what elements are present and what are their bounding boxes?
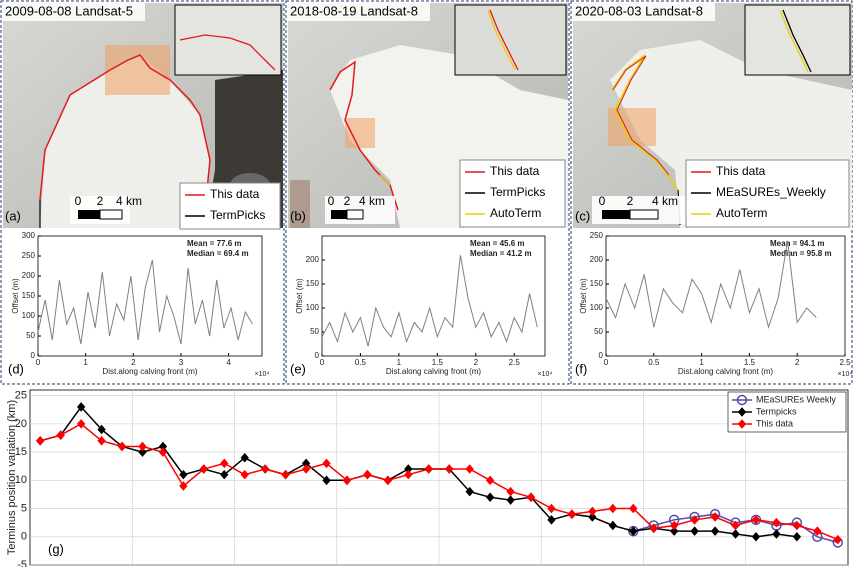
- y-tick-label: 5: [21, 502, 27, 514]
- legend-label: TermPicks: [490, 185, 545, 199]
- x-tick-label: 1.5: [432, 358, 444, 367]
- y-tick-label: 150: [306, 279, 320, 288]
- y-tick-label: 250: [590, 231, 604, 240]
- y-tick-label: 25: [15, 390, 27, 402]
- scale-label: 0: [75, 194, 82, 208]
- scale-label: 4 km: [116, 194, 142, 208]
- x-tick-label: 2: [131, 358, 136, 367]
- scale-label: 4 km: [652, 194, 678, 208]
- x-tick-label: 1: [699, 358, 704, 367]
- legend-label: Termpicks: [756, 406, 797, 416]
- legend-label: This data: [716, 164, 766, 178]
- y-tick-label: 100: [590, 303, 604, 312]
- scale-label: 0: [328, 194, 335, 208]
- x-tick-label: 2.5: [509, 358, 521, 367]
- y-axis-label: Offset (m): [579, 278, 588, 314]
- x-tick-label: 0: [320, 358, 325, 367]
- panel-label: (f): [575, 361, 587, 376]
- x-tick-label: 1: [397, 358, 402, 367]
- scale-label: 0: [599, 194, 606, 208]
- scale-label: 2: [627, 194, 634, 208]
- y-tick-label: -5: [17, 559, 27, 567]
- y-tick-label: 0: [21, 531, 27, 543]
- legend-label: AutoTerm: [490, 206, 541, 220]
- figure: 2009-08-08 Landsat-5 2018-08-19 Landsat-…: [0, 0, 853, 567]
- legend-label: AutoTerm: [716, 206, 767, 220]
- y-tick-label: 50: [594, 327, 603, 336]
- annotation: Median = 95.8 m: [770, 249, 832, 258]
- legend-label: TermPicks: [210, 208, 265, 222]
- x-tick-label: 2: [474, 358, 479, 367]
- scale-label: 2: [344, 194, 351, 208]
- annotation: Mean = 45.6 m: [470, 239, 524, 248]
- y-tick-label: 200: [590, 255, 604, 264]
- scale-label: 2: [97, 194, 104, 208]
- x-multiplier: ×10⁴: [538, 371, 553, 378]
- annotation: Mean = 94.1 m: [770, 239, 824, 248]
- annotation: Mean = 77.6 m: [187, 239, 241, 248]
- panel-label: (b): [290, 208, 306, 223]
- legend-label: MEaSUREs Weekly: [756, 394, 836, 404]
- scale-bar: 0 2 4 km: [325, 194, 395, 224]
- y-axis-label: Terminus position variation (km): [6, 400, 18, 555]
- x-tick-label: 0.5: [648, 358, 660, 367]
- x-tick-label: 0: [36, 358, 41, 367]
- panel-title: 2009-08-08 Landsat-5: [5, 3, 133, 18]
- x-tick-label: 4: [226, 358, 231, 367]
- x-tick-label: 3: [179, 358, 184, 367]
- x-tick-label: 1: [83, 358, 88, 367]
- x-tick-label: 0: [604, 358, 609, 367]
- y-axis-label: Offset (m): [11, 278, 20, 314]
- y-tick-label: 200: [306, 255, 320, 264]
- panel-label: (c): [575, 208, 590, 223]
- legend-label: This data: [756, 418, 793, 428]
- y-tick-label: 50: [310, 327, 319, 336]
- x-tick-label: 2.5: [839, 358, 851, 367]
- scale-bar: 0 2 4 km: [592, 194, 692, 224]
- x-axis-label: Dist.along calving front (m): [386, 367, 481, 376]
- panel-label: (a): [5, 208, 21, 223]
- y-tick-label: 250: [22, 251, 36, 260]
- x-multiplier: ×10⁴: [255, 371, 270, 378]
- panel-title: 2020-08-03 Landsat-8: [575, 3, 703, 18]
- x-axis-label: Dist.along calving front (m): [678, 367, 773, 376]
- scale-label: 4 km: [359, 194, 385, 208]
- x-tick-label: 1.5: [744, 358, 756, 367]
- panel-label: (e): [290, 361, 306, 376]
- annotation: Median = 41.2 m: [470, 249, 532, 258]
- x-multiplier: ×10⁴: [838, 371, 853, 378]
- panel-label: (d): [8, 361, 24, 376]
- legend-label: This data: [210, 187, 260, 201]
- y-tick-label: 100: [22, 311, 36, 320]
- y-tick-label: 200: [22, 271, 36, 280]
- x-axis-label: Dist.along calving front (m): [102, 367, 197, 376]
- legend-label: MEaSUREs_Weekly: [716, 185, 826, 199]
- x-tick-label: 2: [795, 358, 800, 367]
- y-tick-label: 100: [306, 303, 320, 312]
- panel-label: (g): [48, 541, 64, 556]
- y-axis-label: Offset (m): [295, 278, 304, 314]
- y-tick-label: 150: [590, 279, 604, 288]
- y-tick-label: 50: [26, 331, 35, 340]
- y-tick-label: 300: [22, 231, 36, 240]
- panel-title: 2018-08-19 Landsat-8: [290, 3, 418, 18]
- legend-label: This data: [490, 164, 540, 178]
- annotation: Median = 69.4 m: [187, 249, 249, 258]
- y-tick-label: 150: [22, 291, 36, 300]
- x-tick-label: 0.5: [355, 358, 367, 367]
